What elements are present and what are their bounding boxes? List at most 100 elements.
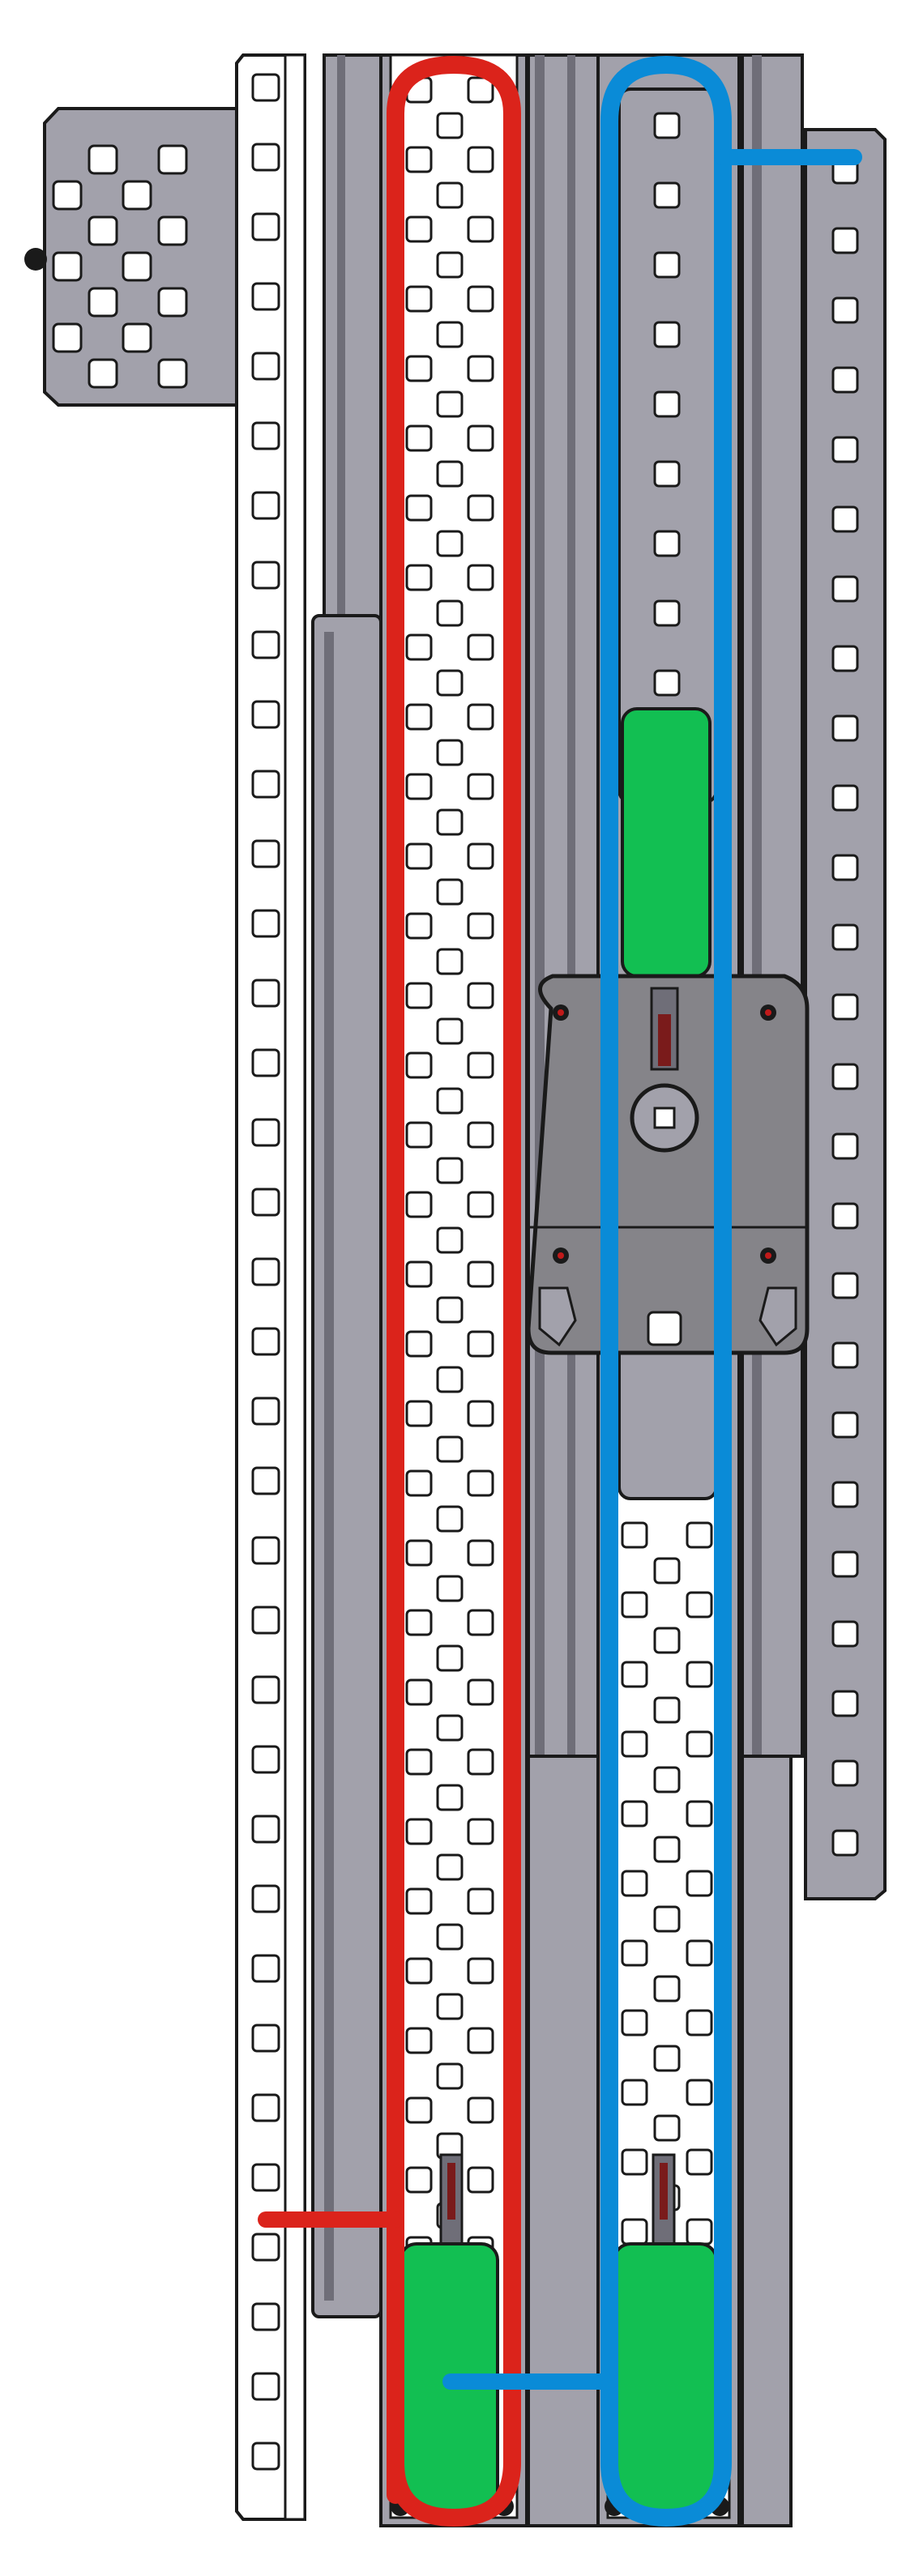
- square-hole: [405, 773, 433, 800]
- square-hole: [686, 2148, 713, 2176]
- square-hole: [436, 739, 464, 766]
- square-hole: [251, 352, 280, 381]
- square-hole: [405, 355, 433, 382]
- square-hole: [436, 1226, 464, 1254]
- square-hole: [251, 73, 280, 102]
- right-flat-bar-holes: [831, 157, 859, 1857]
- left-flat-bar-holes: [251, 73, 280, 2471]
- square-hole: [467, 146, 494, 173]
- square-hole: [405, 1678, 433, 1706]
- center-gearbox: [526, 974, 810, 1355]
- square-hole: [831, 575, 859, 603]
- square-hole: [436, 112, 464, 139]
- square-hole: [405, 2096, 433, 2124]
- square-hole: [436, 669, 464, 697]
- square-hole: [405, 1260, 433, 1288]
- square-hole: [621, 1730, 648, 1758]
- square-hole: [831, 993, 859, 1021]
- square-hole: [436, 948, 464, 975]
- square-hole: [653, 1975, 681, 2002]
- square-hole: [831, 1272, 859, 1299]
- square-hole: [653, 599, 681, 627]
- square-hole: [467, 1051, 494, 1079]
- square-hole: [686, 2218, 713, 2245]
- square-hole: [251, 1815, 280, 1844]
- square-hole: [653, 530, 681, 557]
- square-hole: [436, 251, 464, 279]
- square-hole: [251, 282, 280, 311]
- square-hole: [831, 1481, 859, 1508]
- square-hole: [436, 1435, 464, 1463]
- square-hole: [686, 1800, 713, 1828]
- square-hole: [405, 2027, 433, 2054]
- blue-string: [442, 56, 862, 2527]
- square-hole: [405, 146, 433, 173]
- square-hole: [467, 1121, 494, 1149]
- square-hole: [831, 296, 859, 324]
- square-hole: [405, 1887, 433, 1915]
- square-hole: [653, 1766, 681, 1793]
- square-hole: [436, 1087, 464, 1115]
- square-hole: [621, 1939, 648, 1967]
- square-hole: [467, 564, 494, 591]
- square-hole: [467, 1539, 494, 1567]
- square-hole: [653, 1905, 681, 1933]
- square-hole: [653, 1696, 681, 1724]
- square-hole: [251, 2233, 280, 2262]
- square-hole: [436, 1644, 464, 1672]
- square-hole: [621, 2218, 648, 2245]
- square-hole: [251, 1397, 280, 1426]
- square-hole: [467, 1330, 494, 1358]
- left-gusset-plate: [24, 107, 245, 407]
- square-hole: [831, 1829, 859, 1857]
- upper-pulley: [621, 707, 711, 978]
- square-hole: [831, 1341, 859, 1369]
- square-hole: [405, 1121, 433, 1149]
- square-hole: [251, 2163, 280, 2192]
- square-hole: [831, 1759, 859, 1787]
- square-hole: [251, 1675, 280, 1704]
- square-hole: [405, 1748, 433, 1776]
- square-hole: [467, 1678, 494, 1706]
- square-hole: [436, 599, 464, 627]
- square-hole: [467, 1818, 494, 1845]
- square-hole: [251, 1884, 280, 1913]
- carriage-holes: [653, 112, 681, 1456]
- square-hole: [621, 1800, 648, 1828]
- square-hole: [436, 878, 464, 906]
- square-hole: [436, 321, 464, 348]
- square-hole: [405, 1609, 433, 1636]
- square-hole: [405, 215, 433, 243]
- square-hole: [831, 1411, 859, 1439]
- square-hole: [831, 436, 859, 463]
- square-hole: [831, 923, 859, 951]
- square-hole: [251, 1327, 280, 1356]
- square-hole: [467, 2096, 494, 2124]
- square-hole: [405, 2166, 433, 2194]
- left-flat-bar: [235, 53, 306, 2521]
- square-hole: [467, 1748, 494, 1776]
- square-hole: [467, 633, 494, 661]
- square-hole: [653, 2045, 681, 2072]
- square-hole: [621, 1591, 648, 1619]
- square-hole: [467, 215, 494, 243]
- square-hole: [251, 491, 280, 520]
- square-hole: [621, 1521, 648, 1549]
- square-hole: [405, 1957, 433, 1985]
- square-hole: [405, 982, 433, 1009]
- square-hole: [436, 181, 464, 209]
- square-hole: [686, 1591, 713, 1619]
- square-hole: [467, 773, 494, 800]
- square-hole: [436, 1017, 464, 1045]
- square-hole: [251, 2302, 280, 2331]
- square-hole: [405, 1539, 433, 1567]
- square-hole: [686, 1521, 713, 1549]
- square-hole: [436, 530, 464, 557]
- square-hole: [653, 460, 681, 488]
- square-hole: [467, 703, 494, 731]
- square-hole: [653, 181, 681, 209]
- square-hole: [405, 1330, 433, 1358]
- square-hole: [436, 1575, 464, 1602]
- square-hole: [251, 1118, 280, 1147]
